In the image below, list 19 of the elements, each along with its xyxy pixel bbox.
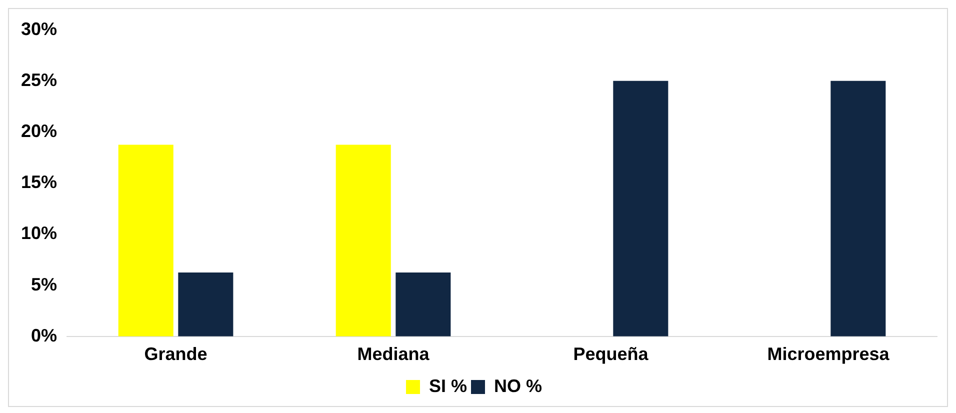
y-tick-label: 25% bbox=[20, 70, 58, 90]
bar bbox=[336, 144, 391, 336]
bar bbox=[118, 144, 174, 336]
y-tick-label: 15% bbox=[20, 172, 58, 192]
x-tick-label: Grande bbox=[144, 344, 208, 364]
legend-label: NO % bbox=[494, 376, 542, 396]
y-tick-label: 0% bbox=[31, 325, 58, 346]
y-tick-label: 20% bbox=[20, 120, 58, 141]
bar bbox=[396, 272, 451, 336]
x-tick-label: Microempresa bbox=[767, 344, 890, 364]
x-tick-label: Pequeña bbox=[573, 344, 650, 364]
legend-label: SI % bbox=[428, 376, 468, 396]
y-tick-label: 30% bbox=[20, 18, 58, 39]
y-tick-label: 5% bbox=[31, 274, 58, 294]
bar bbox=[613, 80, 668, 336]
x-tick-label: Mediana bbox=[357, 344, 430, 364]
bar bbox=[830, 80, 886, 336]
bar bbox=[178, 272, 234, 336]
y-tick-label: 10% bbox=[20, 223, 58, 244]
